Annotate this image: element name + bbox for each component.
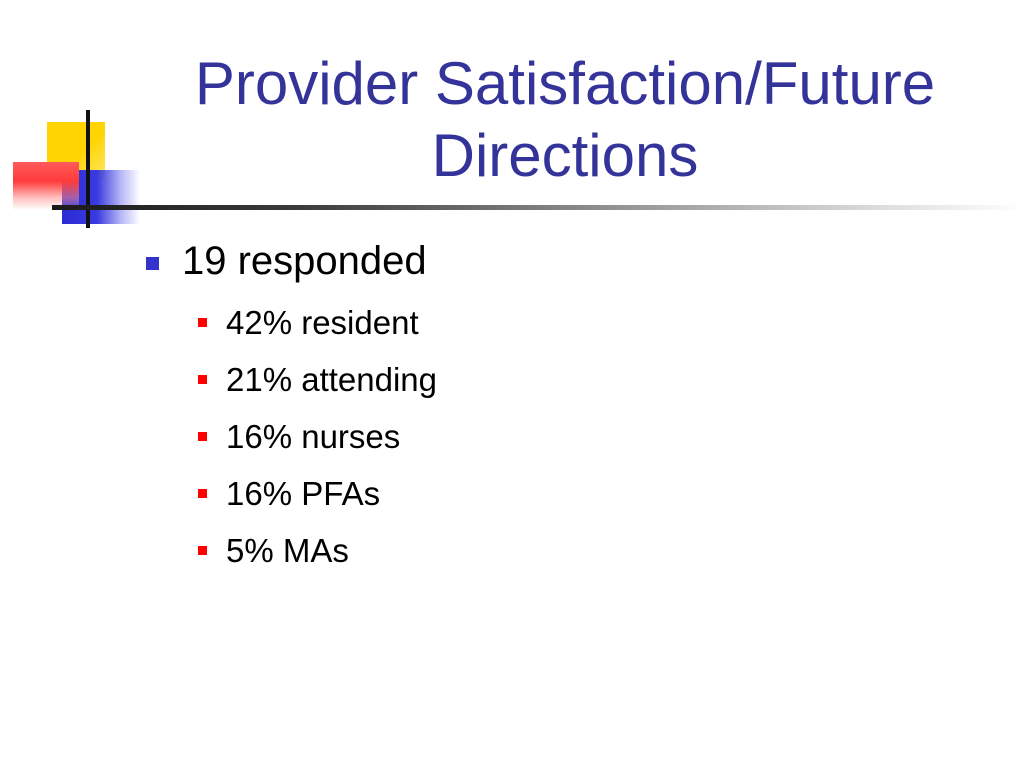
slide-content: 19 responded 42% resident 21% attending … [144, 234, 964, 579]
small-square-bullet-icon [198, 546, 207, 555]
sub-bullet-item: 21% attending [144, 351, 964, 408]
corner-decoration [0, 0, 200, 240]
sub-bullet-text: 42% resident [226, 304, 419, 341]
red-square-decoration [13, 162, 79, 210]
small-square-bullet-icon [198, 432, 207, 441]
title-line-2: Directions [431, 122, 699, 189]
sub-bullet-item: 5% MAs [144, 522, 964, 579]
sub-bullet-text: 16% nurses [226, 418, 401, 455]
main-bullet-text: 19 responded [182, 239, 427, 283]
sub-bullet-item: 16% nurses [144, 408, 964, 465]
sub-bullet-list: 42% resident 21% attending 16% nurses 16… [144, 294, 964, 579]
vertical-rule [86, 110, 90, 228]
sub-bullet-text: 5% MAs [226, 532, 349, 569]
sub-bullet-text: 21% attending [226, 361, 438, 398]
title-underline-rule [52, 205, 1024, 210]
title-line-1: Provider Satisfaction/Future [194, 50, 936, 117]
small-square-bullet-icon [198, 375, 207, 384]
sub-bullet-text: 16% PFAs [226, 475, 381, 512]
square-bullet-icon [146, 257, 159, 270]
small-square-bullet-icon [198, 489, 207, 498]
small-square-bullet-icon [198, 318, 207, 327]
slide-title: Provider Satisfaction/Future Directions [150, 48, 980, 192]
main-bullet-item: 19 responded [144, 234, 964, 288]
sub-bullet-item: 16% PFAs [144, 465, 964, 522]
sub-bullet-item: 42% resident [144, 294, 964, 351]
